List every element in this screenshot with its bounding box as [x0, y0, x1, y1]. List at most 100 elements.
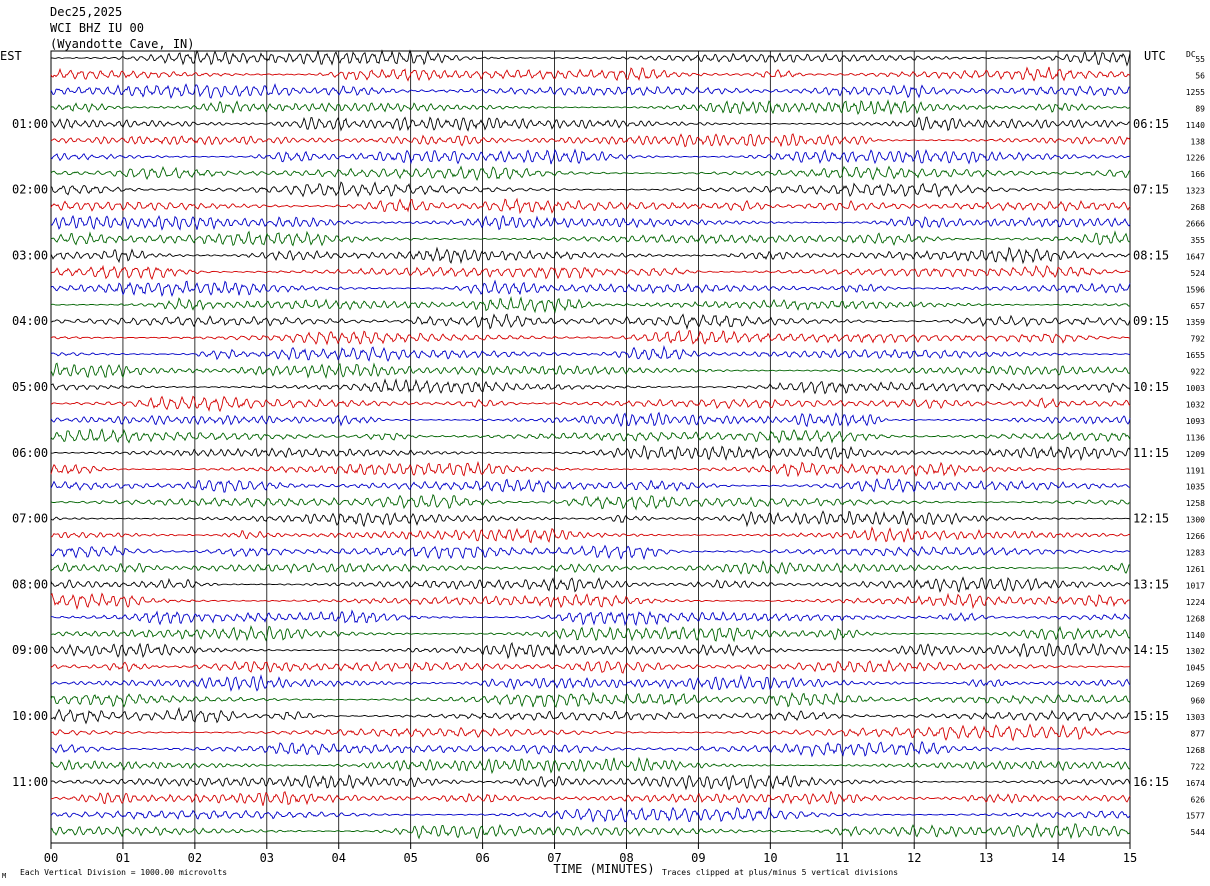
x-tick-label: 00 [44, 851, 58, 865]
trace-row-2 [50, 66, 1131, 82]
dc-offset-label: 268 [1191, 203, 1206, 212]
x-axis-title: TIME (MINUTES) [553, 862, 654, 876]
dc-offset-label: 1283 [1186, 549, 1205, 558]
dc-offset-label: 1136 [1186, 433, 1205, 442]
trace-row-33 [50, 576, 1131, 593]
trace-row-16 [50, 296, 1131, 314]
utc-time-label: 13:15 [1133, 577, 1169, 591]
trace-row-31 [50, 544, 1131, 561]
dc-offset-label: 1032 [1186, 400, 1205, 409]
trace-row-26 [50, 460, 1131, 478]
plot-header: Dec25,2025 WCI BHZ IU 00 (Wyandotte Cave… [50, 4, 195, 52]
dc-offset-label: 544 [1191, 828, 1206, 837]
trace-row-5 [50, 116, 1130, 132]
x-tick-label: 13 [979, 851, 993, 865]
utc-time-label: 16:15 [1133, 775, 1169, 789]
dc-offset-label: 1224 [1186, 598, 1205, 607]
dc-offset-label: 138 [1191, 137, 1206, 146]
dc-offset-label: 1093 [1186, 417, 1205, 426]
dc-offset-label: 1226 [1186, 154, 1205, 163]
dc-offset-label: 722 [1191, 762, 1206, 771]
dc-offset-label: 1577 [1186, 812, 1205, 821]
dc-offset-label: 877 [1191, 729, 1206, 738]
dc-offset-label: 626 [1191, 795, 1206, 804]
trace-layer [50, 49, 1131, 840]
trace-row-8 [50, 165, 1131, 182]
trace-row-45 [50, 774, 1131, 791]
dc-offset-label: 1140 [1186, 631, 1205, 640]
dc-offset-label: 355 [1191, 236, 1206, 245]
x-tick-label: 04 [332, 851, 346, 865]
dc-offset-label: 1268 [1186, 614, 1205, 623]
trace-row-21 [50, 378, 1131, 395]
utc-time-label: 10:15 [1133, 380, 1169, 394]
label-layer: 00 01 02 03 04 05 06 07 08 09 10 11 12 13 14 15 55 56 1255… [0, 49, 1205, 880]
est-time-label: 06:00 [12, 446, 48, 460]
trace-row-1 [50, 49, 1131, 67]
dc-offset-label: 55 [1195, 55, 1205, 64]
est-time-label: 07:00 [12, 512, 48, 526]
trace-row-3 [50, 83, 1131, 100]
x-tick-label: 01 [116, 851, 130, 865]
dc-offset-label: 1255 [1186, 88, 1205, 97]
trace-row-34 [50, 592, 1131, 610]
dc-offset-label: 922 [1191, 368, 1206, 377]
x-tick-label: 14 [1051, 851, 1065, 865]
dc-header-label: DC [1186, 50, 1196, 59]
x-tick-label: 10 [763, 851, 777, 865]
trace-row-44 [50, 756, 1131, 775]
corner-mark: M [2, 872, 6, 880]
trace-row-46 [51, 790, 1131, 806]
trace-row-40 [50, 691, 1131, 708]
est-time-label: 09:00 [12, 643, 48, 657]
dc-offset-label: 960 [1191, 697, 1206, 706]
trace-row-32 [50, 560, 1131, 575]
x-tick-label: 06 [475, 851, 489, 865]
est-time-label: 08:00 [12, 577, 48, 591]
trace-row-25 [50, 444, 1131, 461]
trace-row-9 [50, 181, 1131, 198]
utc-time-label: 11:15 [1133, 446, 1169, 460]
station-label: WCI BHZ IU 00 [50, 21, 144, 35]
dc-offset-label: 2666 [1186, 220, 1205, 229]
dc-offset-label: 1300 [1186, 516, 1205, 525]
utc-time-label: 07:15 [1133, 183, 1169, 197]
dc-offset-label: 56 [1195, 71, 1205, 80]
trace-row-47 [50, 806, 1131, 823]
utc-axis-label: UTC [1144, 49, 1166, 63]
dc-offset-label: 89 [1195, 104, 1205, 113]
dc-offset-label: 1596 [1186, 285, 1205, 294]
utc-time-label: 06:15 [1133, 117, 1169, 131]
est-time-label: 01:00 [12, 117, 48, 131]
x-tick-label: 02 [188, 851, 202, 865]
dc-offset-label: 1674 [1186, 779, 1205, 788]
trace-row-28 [50, 493, 1131, 511]
dc-offset-label: 1045 [1186, 664, 1205, 673]
trace-row-14 [50, 264, 1131, 280]
dc-offset-label: 657 [1191, 302, 1206, 311]
dc-offset-label: 524 [1191, 269, 1206, 278]
trace-row-19 [50, 345, 1131, 362]
trace-row-36 [50, 625, 1131, 643]
x-tick-label: 12 [907, 851, 921, 865]
dc-offset-label: 1209 [1186, 450, 1205, 459]
trace-row-30 [50, 526, 1131, 544]
trace-row-17 [50, 313, 1131, 330]
trace-row-15 [50, 279, 1131, 298]
trace-row-27 [50, 478, 1131, 494]
x-tick-label: 05 [403, 851, 417, 865]
location-label: (Wyandotte Cave, IN) [50, 37, 195, 51]
est-time-label: 02:00 [12, 183, 48, 197]
trace-row-13 [50, 246, 1131, 265]
dc-offset-label: 1191 [1186, 466, 1205, 475]
est-axis-label: EST [0, 49, 22, 63]
x-tick-label: 09 [691, 851, 705, 865]
trace-row-38 [50, 659, 1131, 674]
trace-row-18 [50, 329, 1131, 346]
trace-row-41 [50, 706, 1131, 725]
trace-row-35 [51, 609, 1131, 627]
dc-offset-label: 1261 [1186, 565, 1205, 574]
trace-row-42 [50, 723, 1131, 742]
dc-offset-label: 1303 [1186, 713, 1205, 722]
